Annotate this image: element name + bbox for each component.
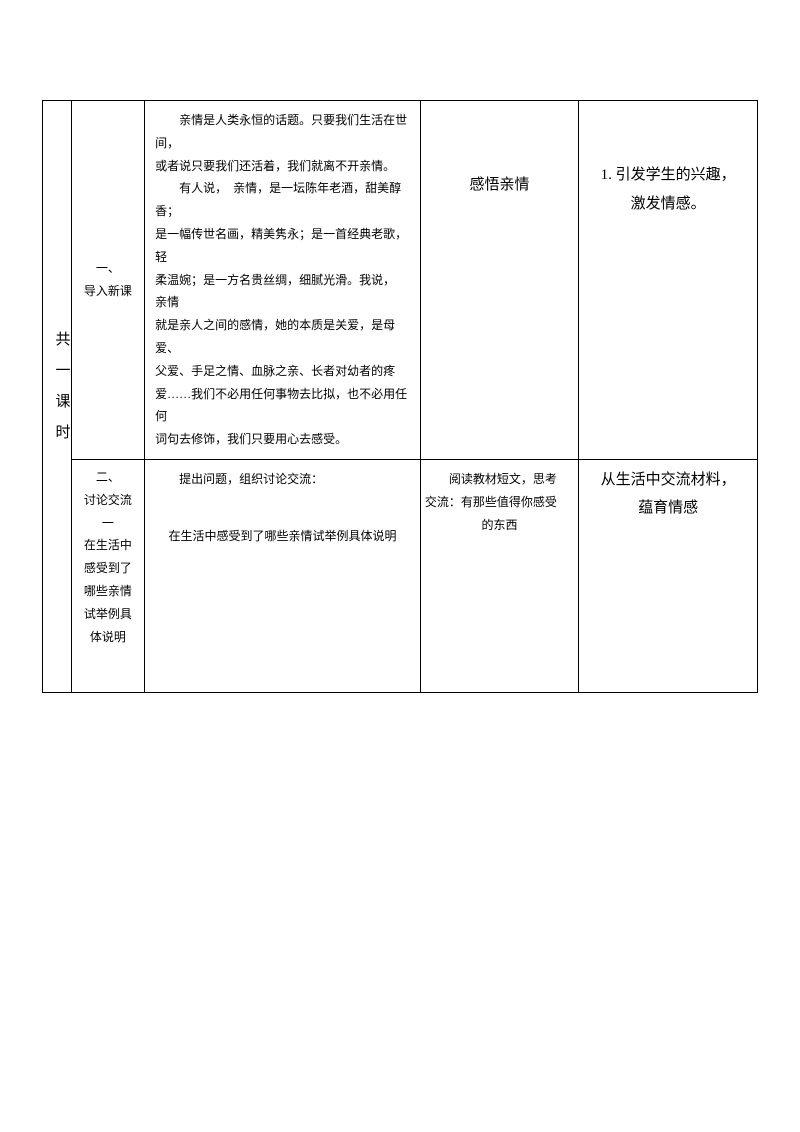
stu2-l2: 交流：有那些值得你感受 xyxy=(425,491,574,514)
b4: 是一幅传世名画，精美隽永；是一首经典老歌，轻 xyxy=(155,223,410,269)
student-1-text: 感悟亲情 xyxy=(470,177,530,193)
r2b1: 提出问题，组织讨论交流： xyxy=(155,468,410,491)
step-1-text: 一、 导入新课 xyxy=(76,257,141,303)
step-2-text: 二、 讨论交流 一 在生活中 感受到了 哪些亲情 试举例具 体说明 xyxy=(76,466,141,648)
note-cell-1: 1. 引发学生的兴趣， 激发情感。 xyxy=(579,101,758,460)
b5: 柔温婉；是一方名贵丝绸，细腻光滑。我说， 亲情 xyxy=(155,269,410,315)
note1-l2: 激发情感。 xyxy=(583,190,753,219)
b9: 词句去修饰，我们只要用心去感受。 xyxy=(155,428,410,451)
s2-4: 在生活中 xyxy=(76,534,141,557)
b6: 就是亲人之间的感情，她的本质是关爱，是母爱、 xyxy=(155,314,410,360)
step1-line1: 一、 xyxy=(76,257,141,280)
period-label: 共一课时 xyxy=(47,331,76,455)
s2-6: 哪些亲情 xyxy=(76,580,141,603)
b1: 亲情是人类永恒的话题。只要我们生活在世间， xyxy=(155,109,410,155)
s2-7: 试举例具 xyxy=(76,603,141,626)
student-cell-1: 感悟亲情 xyxy=(420,101,578,460)
note2-l1: 从生活中交流材料， xyxy=(583,466,753,495)
gap xyxy=(155,491,410,525)
s2-2: 讨论交流 xyxy=(76,489,141,512)
s2-1: 二、 xyxy=(76,466,141,489)
s2-5: 感受到了 xyxy=(76,557,141,580)
b7: 父爱、手足之情、血脉之亲、长者对幼者的疼 xyxy=(155,360,410,383)
body-cell-1: 亲情是人类永恒的话题。只要我们生活在世间， 或者说只要我们还活着，我们就离不开亲… xyxy=(145,101,421,460)
student-cell-2: 阅读教材短文，思考 交流：有那些值得你感受 的东西 xyxy=(420,459,578,692)
b2: 或者说只要我们还活着，我们就离不开亲情。 xyxy=(155,155,410,178)
step-cell-1: 一、 导入新课 xyxy=(71,101,145,460)
s2-8: 体说明 xyxy=(76,626,141,649)
note2-l2: 蕴育情感 xyxy=(583,494,753,523)
b3: 有人说， 亲情，是一坛陈年老酒，甜美醇香； xyxy=(155,177,410,223)
step-cell-2: 二、 讨论交流 一 在生活中 感受到了 哪些亲情 试举例具 体说明 xyxy=(71,459,145,692)
r2b2: 在生活中感受到了哪些亲情试举例具体说明 xyxy=(155,525,410,548)
stu2-l3: 的东西 xyxy=(425,514,574,537)
step1-line2: 导入新课 xyxy=(76,280,141,303)
s2-3: 一 xyxy=(76,512,141,535)
body-cell-2: 提出问题，组织讨论交流： 在生活中感受到了哪些亲情试举例具体说明 xyxy=(145,459,421,692)
table-row: 二、 讨论交流 一 在生活中 感受到了 哪些亲情 试举例具 体说明 提出问题，组… xyxy=(43,459,758,692)
b8: 爱……我们不必用任何事物去比拟，也不必用任何 xyxy=(155,383,410,429)
table-row: 共一课时 一、 导入新课 亲情是人类永恒的话题。只要我们生活在世间， 或者说只要… xyxy=(43,101,758,460)
lesson-plan-table: 共一课时 一、 导入新课 亲情是人类永恒的话题。只要我们生活在世间， 或者说只要… xyxy=(42,100,758,693)
note1-l1: 1. 引发学生的兴趣， xyxy=(583,161,753,190)
page-container: 共一课时 一、 导入新课 亲情是人类永恒的话题。只要我们生活在世间， 或者说只要… xyxy=(0,0,800,693)
stu2-l1: 阅读教材短文，思考 xyxy=(425,468,574,491)
period-cell: 共一课时 xyxy=(43,101,72,693)
note-cell-2: 从生活中交流材料， 蕴育情感 xyxy=(579,459,758,692)
